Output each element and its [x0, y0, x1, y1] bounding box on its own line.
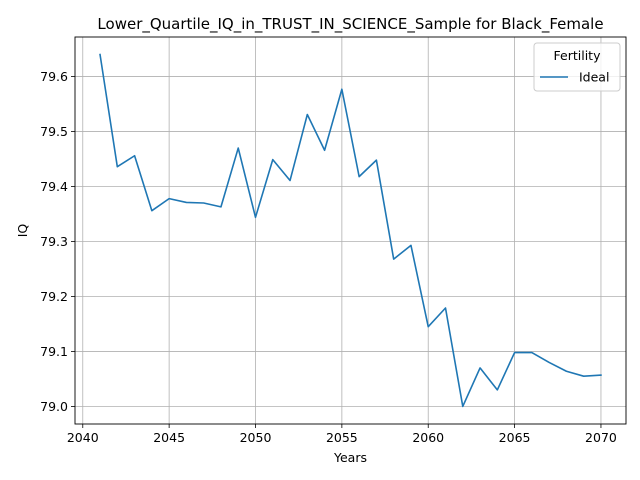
x-tick-label: 2060: [412, 430, 444, 445]
x-axis-label: Years: [333, 450, 367, 465]
series-line-ideal: [99, 53, 602, 408]
y-tick-label: 79.2: [40, 289, 68, 304]
series-layer: [99, 53, 602, 408]
y-tick-label: 79.1: [40, 344, 68, 359]
plot-frame: [74, 36, 627, 425]
x-tick-label: 2055: [326, 430, 358, 445]
y-axis-label: IQ: [15, 224, 30, 238]
x-tick-label: 2040: [67, 430, 99, 445]
y-tick-label: 79.4: [40, 179, 68, 194]
y-tick-label: 79.6: [40, 69, 68, 84]
y-axis: 79.0 79.1 79.2 79.3 79.4 79.5 79.6: [40, 69, 75, 414]
y-tick-label: 79.3: [40, 234, 68, 249]
legend-box: [533, 42, 621, 92]
legend-entry-ideal: Ideal: [579, 70, 609, 85]
x-tick-label: 2045: [153, 430, 185, 445]
x-axis: 2040 2045 2050 2055 2060 2065 2070: [67, 424, 617, 445]
x-tick-label: 2070: [585, 430, 617, 445]
grid: [75, 37, 626, 424]
y-tick-label: 79.5: [40, 124, 68, 139]
x-tick-label: 2050: [240, 430, 272, 445]
y-tick-label: 79.0: [40, 399, 68, 414]
legend: Fertility Ideal: [533, 42, 621, 92]
x-tick-label: 2065: [499, 430, 531, 445]
legend-title: Fertility: [554, 48, 602, 63]
chart-title: Lower_Quartile_IQ_in_TRUST_IN_SCIENCE_Sa…: [97, 15, 603, 34]
